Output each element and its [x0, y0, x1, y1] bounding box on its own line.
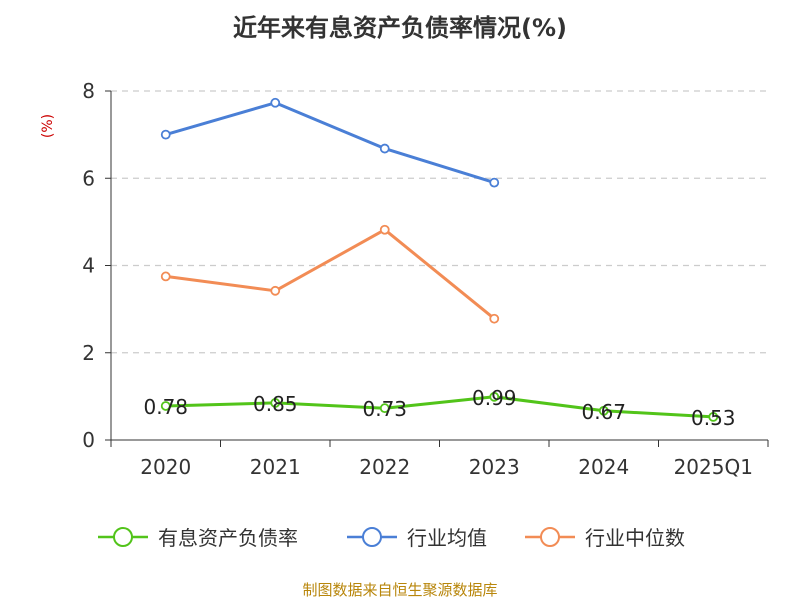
data-label: 0.53: [691, 406, 736, 430]
data-point: [160, 271, 171, 282]
x-tick-label: 2021: [250, 455, 301, 479]
source-note: 制图数据来自恒生聚源数据库: [302, 581, 498, 599]
data-labels: 0.78 0.85 0.73 0.99 0.67 0.53: [143, 386, 735, 430]
y-tick-label: 0: [82, 428, 95, 452]
y-axis-label: (%): [40, 114, 56, 138]
data-point: [160, 401, 171, 411]
y-tick-label: 2: [82, 341, 95, 365]
legend: 有息资产负债率 行业均值 行业中位数: [98, 526, 685, 550]
data-label: 0.99: [472, 386, 517, 410]
data-point: [270, 398, 281, 408]
legend-marker: [362, 527, 382, 547]
legend-marker: [113, 527, 133, 547]
axes: 0 2 4 6 8 (%) 2020 2021 2022 2023 2024 2025Q1: [40, 79, 769, 479]
data-point: [270, 97, 281, 108]
data-label: 0.85: [253, 392, 298, 416]
data-point: [379, 403, 390, 414]
data-point: [489, 177, 500, 188]
data-point: [708, 411, 719, 422]
x-tick-label: 2025Q1: [674, 455, 753, 479]
data-point: [489, 313, 500, 324]
data-label: 0.67: [581, 400, 626, 424]
x-tick-label: 2022: [359, 455, 410, 479]
y-tick-label: 4: [82, 254, 95, 278]
series-line: [165, 395, 714, 419]
grid-lines: [111, 90, 768, 354]
series-line: [165, 228, 496, 320]
legend-marker: [540, 527, 560, 547]
data-point: [379, 224, 390, 235]
data-label: 0.73: [362, 397, 407, 421]
legend-label: 行业中位数: [585, 526, 685, 550]
data-point: [160, 129, 171, 140]
x-tick-label: 2023: [469, 455, 520, 479]
data-label: 0.78: [143, 395, 188, 419]
data-point: [489, 391, 500, 402]
legend-label: 行业均值: [407, 526, 487, 550]
y-tick-label: 6: [82, 166, 95, 190]
x-tick-label: 2024: [578, 455, 629, 479]
data-point: [270, 285, 281, 296]
x-tick-label: 2020: [140, 455, 191, 479]
y-tick-label: 8: [82, 79, 95, 103]
chart-title: 近年来有息资产负债率情况(%): [233, 14, 567, 42]
series-lines: [160, 97, 719, 422]
legend-label: 有息资产负债率: [158, 526, 298, 550]
data-point: [379, 143, 390, 154]
series-line: [165, 101, 495, 185]
data-point: [598, 405, 609, 416]
